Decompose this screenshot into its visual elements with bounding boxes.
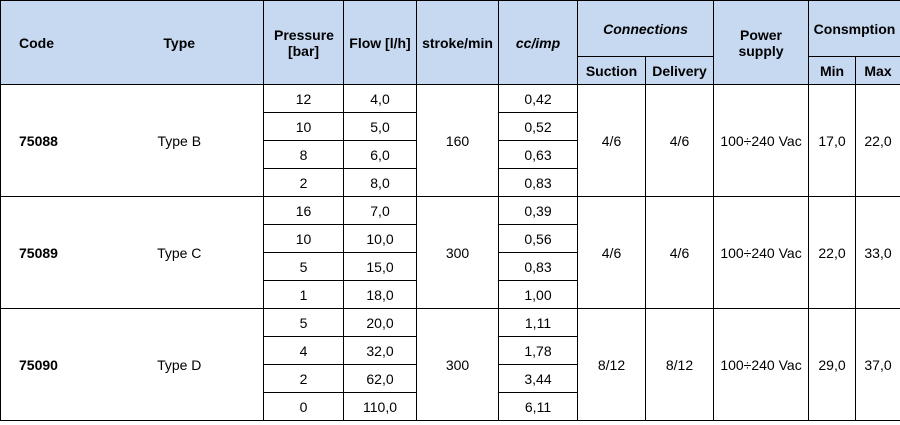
cell: 10,0 [343, 224, 417, 253]
cell: 7,0 [343, 196, 417, 225]
cell: 4/6 [645, 196, 714, 309]
cell: 12 [263, 84, 344, 113]
cell: 22,0 [855, 84, 900, 197]
header-cell: stroke/min [416, 0, 499, 85]
cell: 2 [263, 364, 344, 393]
cell: 32,0 [343, 336, 417, 365]
cell: 10 [263, 112, 344, 141]
cell: 4/6 [577, 196, 646, 309]
header-cell: Connections [577, 0, 714, 57]
cell: 0,63 [498, 140, 578, 169]
cell: 2 [263, 168, 344, 197]
cell: 8/12 [645, 308, 714, 421]
row: 4 32,0 1,78 [1, 336, 900, 365]
cell: 0 [263, 392, 344, 421]
cell: 75089 [0, 196, 96, 309]
header-cell: Delivery [645, 56, 714, 85]
cell: 1,78 [498, 336, 578, 365]
table-header: Code Type Pressure [bar] Flow [l/h] stro… [0, 0, 900, 85]
cell: 29,0 [808, 308, 856, 421]
cell: 3,44 [498, 364, 578, 393]
header-cell: cc/imp [498, 0, 578, 85]
row: 2 8,0 0,83 [1, 168, 900, 197]
cell: 8 [263, 140, 344, 169]
cell: 15,0 [343, 252, 417, 281]
cell: 1 [263, 280, 344, 309]
cell: 1,11 [498, 308, 578, 337]
header-cell: Suction [577, 56, 646, 85]
header-cell: Code [0, 0, 96, 85]
header-cell: Min [808, 56, 856, 85]
cell: 0,52 [498, 112, 578, 141]
cell: Type B [95, 84, 264, 197]
cell: Type D [95, 308, 264, 421]
cell: 100÷240 Vac [713, 84, 809, 197]
cell: 6,0 [343, 140, 417, 169]
cell: 0,42 [498, 84, 578, 113]
row: 75090 Type D 5 20,0 300 1,11 8/12 8/12 100÷240 V… [0, 308, 900, 421]
cell: 33,0 [855, 196, 900, 309]
cell: 75090 [0, 308, 96, 421]
row: 10 5,0 0,52 [1, 112, 900, 141]
cell: 16 [263, 196, 344, 225]
cell: 17,0 [808, 84, 856, 197]
row: 75088 Type B 12 4,0 160 0,42 4/6 4/6 100÷240 Vac… [0, 84, 900, 197]
cell: 300 [416, 308, 499, 421]
cell: 160 [416, 84, 499, 197]
cell: 0,56 [498, 224, 578, 253]
table-body: 75088 Type B 12 4,0 160 0,42 4/6 4/6 100÷240 Vac… [0, 84, 900, 421]
row: 5 15,0 0,83 [1, 252, 900, 281]
cell: 4/6 [645, 84, 714, 197]
cell: 8,0 [343, 168, 417, 197]
cell: 300 [416, 196, 499, 309]
cell: 4/6 [577, 84, 646, 197]
row: 0 110,0 6,11 [1, 392, 900, 421]
cell: 10 [263, 224, 344, 253]
row: 10 10,0 0,56 [1, 224, 900, 253]
row: 1 18,0 1,00 [1, 280, 900, 309]
cell: 22,0 [808, 196, 856, 309]
row: 75089 Type C 16 7,0 300 0,39 4/6 4/6 100÷240 Vac… [0, 196, 900, 309]
cell: 20,0 [343, 308, 417, 337]
cell: 75088 [0, 84, 96, 197]
cell: 100÷240 Vac [713, 196, 809, 309]
cell: 0,83 [498, 252, 578, 281]
header-row: Code Type Pressure [bar] Flow [l/h] stro… [0, 0, 900, 85]
cell: 18,0 [343, 280, 417, 309]
header-cell: Flow [l/h] [343, 0, 417, 85]
header-cell: Pressure [bar] [263, 0, 344, 85]
cell: 6,11 [498, 392, 578, 421]
cell: 4 [263, 336, 344, 365]
row: 2 62,0 3,44 [1, 364, 900, 393]
cell: 100÷240 Vac [713, 308, 809, 421]
cell: 5 [263, 252, 344, 281]
header-cell: Type [95, 0, 264, 85]
cell: 0,83 [498, 168, 578, 197]
cell: 0,39 [498, 196, 578, 225]
cell: 1,00 [498, 280, 578, 309]
cell: 37,0 [855, 308, 900, 421]
cell: 110,0 [343, 392, 417, 421]
header-row: Suction Delivery Min Max [1, 56, 900, 85]
cell: Type C [95, 196, 264, 309]
header-cell: Max [855, 56, 900, 85]
cell: 62,0 [343, 364, 417, 393]
header-cell: Consmption [808, 0, 900, 57]
cell: 5 [263, 308, 344, 337]
header-cell: Power supply [713, 0, 809, 85]
row: 8 6,0 0,63 [1, 140, 900, 169]
cell: 4,0 [343, 84, 417, 113]
cell: 8/12 [577, 308, 646, 421]
cell: 5,0 [343, 112, 417, 141]
